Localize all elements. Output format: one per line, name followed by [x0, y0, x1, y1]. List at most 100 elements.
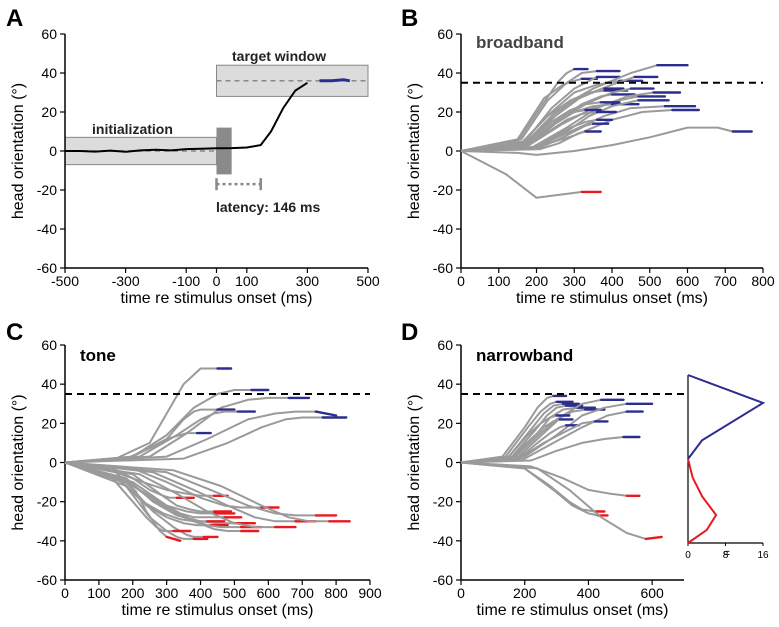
panel-c-trace: [64, 461, 174, 532]
panel-c-trace: [64, 461, 242, 532]
panel-c-x-tick-label: 200: [121, 585, 145, 601]
panel-b-x-tick-label: 400: [600, 273, 624, 289]
panel-d-trace: [460, 461, 599, 517]
panel-c-trace: [64, 367, 218, 464]
head-trace-endpoint-blue: [319, 78, 351, 83]
panel-d-title: narrowband: [476, 346, 573, 365]
panel-d-x-tick-label: 200: [513, 585, 537, 601]
panel-c-trace: [64, 432, 198, 464]
panel-a-x-tick-label: 500: [356, 273, 380, 289]
panel-b-title: broadband: [476, 33, 564, 52]
panel-a-x-tick-label: -100: [172, 273, 200, 289]
panel-b-y-tick-label: -40: [433, 221, 453, 237]
panel-c-y-axis-label: head orientation (°): [10, 394, 27, 530]
panel-b-x-tick-label: 100: [487, 273, 511, 289]
panel-d-trace: [460, 420, 595, 464]
panel-d-trace: [460, 436, 624, 464]
panel-c-y-tick-label: 0: [49, 455, 57, 471]
panel-b-trace: [460, 118, 598, 152]
panel-b-x-tick-label: 200: [525, 273, 549, 289]
panel-c-y-tick-label: -60: [37, 572, 57, 588]
panel-a-y-tick-label: 20: [41, 104, 57, 120]
panel-b-trace: [460, 70, 598, 152]
panel-a-x-tick-label: 300: [296, 273, 320, 289]
panel-c-x-tick-label: 700: [291, 585, 315, 601]
panel-c-trace: [64, 416, 323, 464]
panel-c-trace: [64, 461, 211, 527]
panel-b-x-tick-label: 500: [638, 273, 662, 289]
panel-b-y-tick-label: -20: [433, 182, 453, 198]
panel-a-y-tick-label: -40: [37, 221, 57, 237]
panel-d-x-tick-label: 0: [457, 585, 465, 601]
panel-c-y-tick-label: 20: [41, 415, 57, 431]
panel-b-y-tick-label: 60: [437, 26, 453, 42]
panel-letter-c: C: [6, 319, 23, 346]
panel-d-y-tick-label: 40: [437, 376, 453, 392]
panel-c-trace: [64, 410, 238, 464]
panel-c-x-tick-label: 500: [223, 585, 247, 601]
panel-d-y-tick-label: 20: [437, 415, 453, 431]
panel-d-y-tick-label: -60: [433, 572, 453, 588]
panel-a-x-tick-label: -500: [51, 273, 79, 289]
panel-c-y-tick-label: -40: [37, 533, 57, 549]
panel-c-x-axis-label: time re stimulus onset (ms): [121, 602, 313, 619]
panel-c-x-tick-label: 800: [324, 585, 348, 601]
panel-a-x-axis-label: time re stimulus onset (ms): [120, 290, 312, 307]
panel-c-x-tick-label: 400: [189, 585, 213, 601]
panel-d-y-tick-label: -40: [433, 533, 453, 549]
panel-a-y-tick-label: -20: [37, 182, 57, 198]
panel-a-y-tick-label: 40: [41, 65, 57, 81]
panel-d-y-tick-label: -20: [433, 494, 453, 510]
panel-c-x-tick-label: 300: [155, 585, 179, 601]
panel-c-trace: [64, 461, 330, 523]
panel-d-x-tick-label: 400: [577, 585, 601, 601]
panel-c-x-tick-label: 600: [257, 585, 281, 601]
panel-b-trace: [460, 150, 582, 199]
panel-c-title: tone: [80, 346, 116, 365]
panel-c-x-tick-label: 900: [358, 585, 382, 601]
panel-c-x-tick-label: 0: [61, 585, 69, 601]
panel-a: -60 -40 -20 0 20 40 60 -500 -300 -100 0 100 300 500 ti…: [10, 26, 380, 307]
panel-c-trace: [64, 461, 316, 517]
panel-d-inset: 0 8 16 n: [685, 374, 769, 561]
inset-histogram-blue: [687, 374, 766, 460]
panel-d-y-axis-label: head orientation (°): [406, 394, 423, 530]
panel-b-x-tick-label: 800: [751, 273, 775, 289]
panel-b-trace: [460, 130, 586, 152]
panel-c-trace: [64, 410, 316, 464]
panel-b-trace: [460, 126, 734, 156]
panel-b-y-tick-label: -60: [433, 260, 453, 276]
panel-d-y-tick-label: 60: [437, 337, 453, 353]
panel-b-y-axis-label: head orientation (°): [406, 83, 423, 219]
panel-letter-d: D: [401, 319, 418, 346]
panel-d-x-tick-label: 600: [640, 585, 664, 601]
panel-d-trace-endpoint-red: [644, 535, 663, 541]
panel-a-x-tick-label: 0: [213, 273, 221, 289]
panel-c-trace: [64, 461, 235, 525]
panel-b-x-tick-label: 0: [457, 273, 465, 289]
panel-b-x-tick-label: 300: [563, 273, 587, 289]
inset-x-tick-label: 8: [723, 550, 729, 561]
head-trace: [65, 81, 308, 153]
panel-d-y-tick-label: 0: [445, 455, 453, 471]
panel-c-trace: [64, 461, 215, 513]
panel-a-y-tick-label: 60: [41, 26, 57, 42]
panel-b-trace: [460, 101, 601, 152]
panel-a-x-tick-label: 100: [235, 273, 259, 289]
initialization-label: initialization: [92, 121, 173, 137]
panel-a-y-tick-label: 0: [49, 143, 57, 159]
panel-b-trace: [460, 111, 598, 152]
inset-x-axis-label: n: [722, 550, 733, 556]
panel-b-trace: [460, 76, 598, 152]
panel-b-y-tick-label: 40: [437, 65, 453, 81]
panel-d-trace: [460, 461, 627, 497]
panel-b-x-tick-label: 700: [714, 273, 738, 289]
panel-b-x-axis-label: time re stimulus onset (ms): [516, 290, 708, 307]
panel-a-y-axis-label: head orientation (°): [10, 83, 27, 219]
panel-c-x-tick-label: 100: [87, 585, 111, 601]
panel-letter-a: A: [6, 5, 23, 32]
